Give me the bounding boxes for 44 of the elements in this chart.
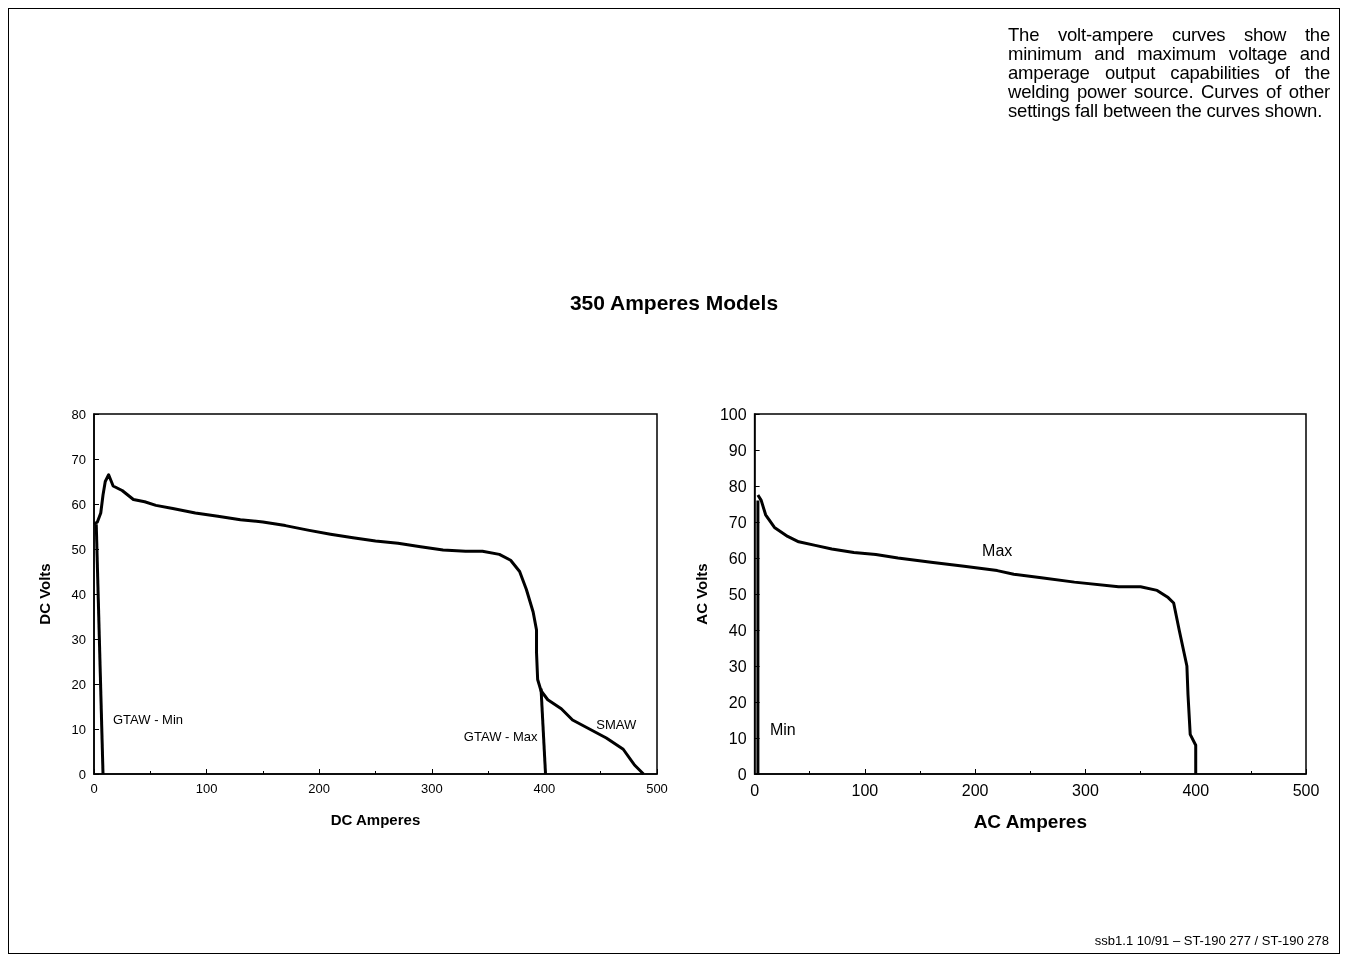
y-tick-label: 80 bbox=[728, 477, 747, 495]
y-tick-label: 30 bbox=[728, 657, 747, 675]
x-axis-title: DC Amperes bbox=[330, 811, 421, 828]
y-tick-label: 0 bbox=[737, 765, 747, 783]
y-tick-label: 40 bbox=[71, 586, 86, 602]
y-axis-title: AC Volts bbox=[693, 563, 710, 625]
text: The volt-ampere curves show the minimum and maximum voltage and amperage output capabilities of the welding power source. Curves of other settings fall between the curves shown. bbox=[1008, 24, 1330, 121]
x-axis-title: AC Amperes bbox=[973, 811, 1087, 832]
x-tick-label: 200 bbox=[308, 781, 331, 796]
x-tick-label: 200 bbox=[961, 781, 989, 799]
y-tick-label: 90 bbox=[728, 441, 747, 459]
y-axis-title: DC Volts bbox=[36, 563, 53, 625]
y-tick-label: 60 bbox=[71, 496, 86, 512]
series-label: SMAW bbox=[596, 716, 638, 732]
x-tick-label: 500 bbox=[1292, 781, 1320, 799]
x-tick-label: 0 bbox=[750, 781, 760, 799]
y-tick-label: 60 bbox=[728, 549, 747, 567]
y-tick-label: 70 bbox=[71, 451, 86, 467]
y-tick-label: 50 bbox=[728, 585, 747, 603]
y-tick-label: 100 bbox=[719, 405, 747, 423]
y-tick-label: 80 bbox=[71, 406, 86, 422]
series-label: Min bbox=[769, 720, 796, 738]
x-tick-label: 300 bbox=[420, 781, 443, 796]
y-tick-label: 10 bbox=[728, 729, 747, 747]
y-tick-label: 0 bbox=[78, 766, 86, 782]
text: ssb1.1 10/91 – ST-190 277 / ST-190 278 bbox=[1094, 933, 1329, 948]
y-tick-label: 30 bbox=[71, 631, 86, 647]
x-tick-label: 400 bbox=[533, 781, 556, 796]
x-tick-label: 400 bbox=[1182, 781, 1210, 799]
y-tick-label: 40 bbox=[728, 621, 747, 639]
x-tick-label: 300 bbox=[1072, 781, 1099, 799]
y-tick-label: 20 bbox=[728, 693, 747, 711]
x-tick-label: 100 bbox=[851, 781, 879, 799]
series-label: Max bbox=[982, 542, 1013, 560]
chart-title: 350 Amperes Models bbox=[568, 291, 780, 315]
x-tick-label: 100 bbox=[195, 781, 218, 796]
y-tick-label: 50 bbox=[71, 541, 86, 557]
x-tick-label: 500 bbox=[646, 781, 668, 796]
y-tick-label: 10 bbox=[71, 721, 86, 737]
y-tick-label: 20 bbox=[71, 676, 86, 692]
x-tick-label: 0 bbox=[90, 781, 98, 796]
series-label: GTAW - Min bbox=[113, 711, 184, 727]
y-tick-label: 70 bbox=[728, 513, 747, 531]
series-label: GTAW - Max bbox=[463, 728, 539, 744]
